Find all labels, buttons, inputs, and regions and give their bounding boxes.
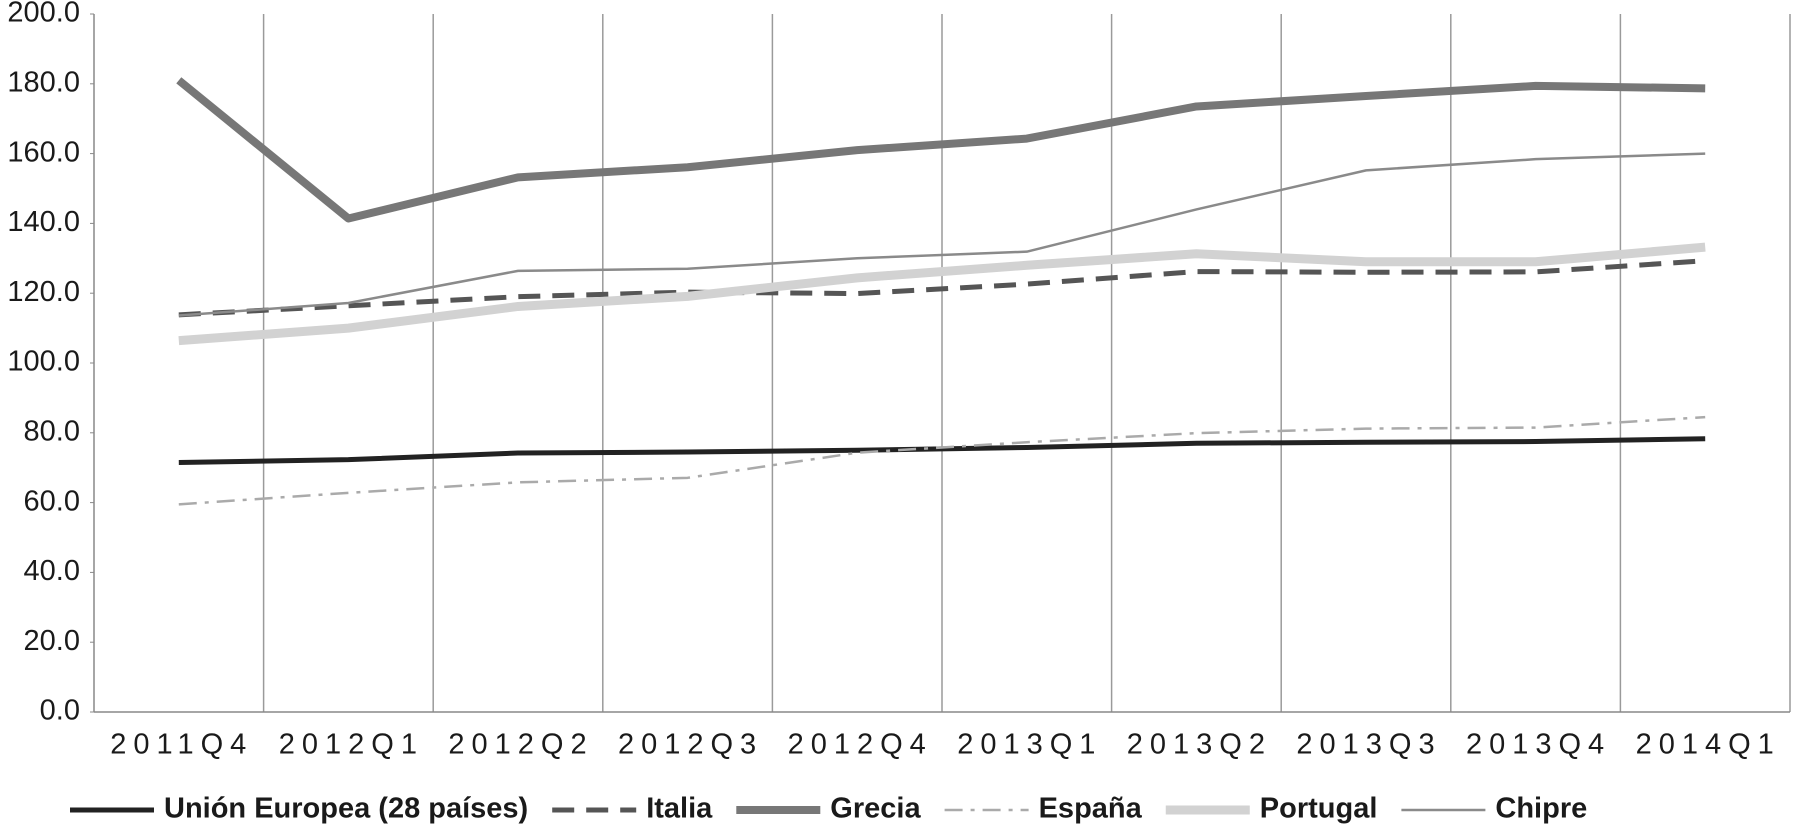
legend-label: Grecia — [830, 793, 921, 825]
x-tick-label: 2012Q2 — [448, 729, 593, 761]
y-tick-label: 0.0 — [40, 695, 80, 727]
series-line — [178, 242, 1706, 346]
legend-label: Chipre — [1495, 793, 1587, 825]
x-tick-label: 2013Q4 — [1466, 729, 1611, 761]
x-tick-label: 2013Q3 — [1296, 729, 1441, 761]
x-tick-label: 2013Q1 — [957, 729, 1102, 761]
y-tick-label: 120.0 — [7, 276, 80, 308]
y-tick-label: 140.0 — [7, 206, 80, 238]
x-tick-label: 2012Q4 — [788, 729, 933, 761]
x-tick-label: 2011Q4 — [110, 729, 253, 761]
y-tick-label: 180.0 — [7, 66, 80, 98]
y-tick-label: 100.0 — [7, 346, 80, 378]
y-tick-label: 20.0 — [24, 625, 80, 657]
y-tick-label: 40.0 — [24, 555, 80, 587]
y-tick-label: 80.0 — [24, 415, 80, 447]
series-line — [176, 77, 1706, 223]
y-tick-label: 60.0 — [24, 485, 80, 517]
series-line — [178, 415, 1706, 506]
x-tick-label: 2014Q1 — [1636, 729, 1781, 761]
series-line — [178, 258, 1706, 318]
legend-label: Unión Europea (28 países) — [164, 793, 528, 825]
y-tick-label: 200.0 — [7, 0, 80, 29]
legend-label: Portugal — [1260, 793, 1378, 825]
x-tick-label: 2012Q1 — [279, 729, 424, 761]
legend-label: España — [1039, 793, 1143, 825]
series-line — [178, 152, 1706, 317]
legend-label: Italia — [646, 793, 713, 825]
series-line — [178, 436, 1706, 465]
x-tick-label: 2013Q2 — [1127, 729, 1272, 761]
x-tick-label: 2012Q3 — [618, 729, 763, 761]
y-tick-label: 160.0 — [7, 136, 80, 168]
